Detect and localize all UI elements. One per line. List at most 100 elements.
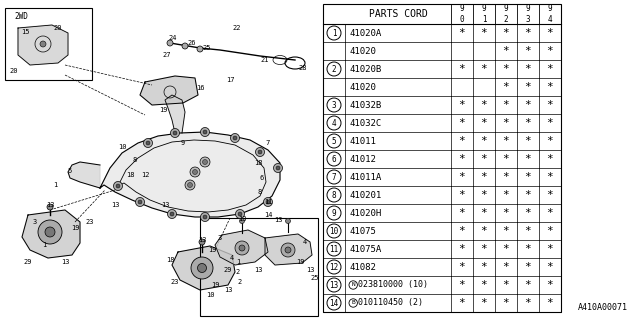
Text: 41020B: 41020B xyxy=(349,65,381,74)
Circle shape xyxy=(264,197,273,206)
Text: 20: 20 xyxy=(10,68,19,74)
Circle shape xyxy=(170,129,179,138)
Text: *: * xyxy=(502,136,509,146)
Text: 16: 16 xyxy=(196,85,204,91)
Circle shape xyxy=(281,243,295,257)
Circle shape xyxy=(285,247,291,253)
Text: 410201: 410201 xyxy=(349,190,381,199)
Text: 23: 23 xyxy=(86,219,94,225)
Text: *: * xyxy=(502,172,509,182)
Text: 13: 13 xyxy=(45,202,54,208)
Polygon shape xyxy=(140,76,198,105)
Text: *: * xyxy=(481,64,488,74)
Text: *: * xyxy=(525,46,531,56)
Text: 18: 18 xyxy=(125,172,134,178)
Text: 25: 25 xyxy=(311,275,319,281)
Text: 8: 8 xyxy=(133,157,137,163)
Text: 19: 19 xyxy=(159,107,167,113)
Text: 12: 12 xyxy=(141,172,149,178)
Text: *: * xyxy=(547,226,554,236)
Text: *: * xyxy=(502,226,509,236)
Text: *: * xyxy=(525,208,531,218)
Text: 9
1: 9 1 xyxy=(482,4,486,24)
Text: *: * xyxy=(481,118,488,128)
Text: *: * xyxy=(547,82,554,92)
Text: N: N xyxy=(351,283,355,287)
Text: 19: 19 xyxy=(296,259,304,265)
Text: 11: 11 xyxy=(330,244,339,253)
Text: *: * xyxy=(459,208,465,218)
Text: 41011: 41011 xyxy=(349,137,376,146)
Text: *: * xyxy=(525,82,531,92)
Text: *: * xyxy=(547,28,554,38)
Circle shape xyxy=(146,141,150,145)
Circle shape xyxy=(200,127,209,137)
Text: 7: 7 xyxy=(332,172,336,181)
Circle shape xyxy=(38,220,62,244)
Text: 41075: 41075 xyxy=(349,227,376,236)
Text: *: * xyxy=(481,28,488,38)
Text: *: * xyxy=(481,208,488,218)
Text: *: * xyxy=(547,244,554,254)
Text: *: * xyxy=(525,154,531,164)
Text: 11: 11 xyxy=(264,199,272,205)
Circle shape xyxy=(200,212,209,221)
Polygon shape xyxy=(165,95,185,133)
Text: 5: 5 xyxy=(332,137,336,146)
Text: 3: 3 xyxy=(332,100,336,109)
Polygon shape xyxy=(215,230,268,265)
Text: *: * xyxy=(525,190,531,200)
Text: 13: 13 xyxy=(224,287,232,293)
Text: *: * xyxy=(547,118,554,128)
Text: 24: 24 xyxy=(169,35,177,41)
Circle shape xyxy=(203,130,207,134)
Circle shape xyxy=(239,219,244,223)
Text: *: * xyxy=(502,118,509,128)
Text: 6: 6 xyxy=(260,175,264,181)
Circle shape xyxy=(258,150,262,154)
Circle shape xyxy=(188,182,193,188)
Text: *: * xyxy=(547,46,554,56)
Circle shape xyxy=(47,204,53,210)
Text: 41020A: 41020A xyxy=(349,28,381,37)
Text: *: * xyxy=(459,244,465,254)
Text: 26: 26 xyxy=(188,40,196,46)
Text: 13: 13 xyxy=(330,281,339,290)
Text: 41020H: 41020H xyxy=(349,209,381,218)
Text: 2WD: 2WD xyxy=(14,12,28,20)
Circle shape xyxy=(236,210,244,219)
Text: 2: 2 xyxy=(332,65,336,74)
Circle shape xyxy=(136,197,145,206)
Text: *: * xyxy=(481,244,488,254)
Text: 1: 1 xyxy=(42,242,46,248)
Text: 010110450 (2): 010110450 (2) xyxy=(358,299,424,308)
Circle shape xyxy=(197,46,203,52)
Circle shape xyxy=(45,227,55,237)
Text: 41032C: 41032C xyxy=(349,118,381,127)
Text: *: * xyxy=(502,280,509,290)
Text: *: * xyxy=(547,100,554,110)
Text: *: * xyxy=(459,100,465,110)
Circle shape xyxy=(40,41,46,47)
Text: *: * xyxy=(525,280,531,290)
Circle shape xyxy=(191,257,213,279)
Circle shape xyxy=(193,170,198,174)
Text: 41020: 41020 xyxy=(349,46,376,55)
Bar xyxy=(200,218,318,316)
Circle shape xyxy=(143,139,152,148)
Text: *: * xyxy=(459,226,465,236)
Circle shape xyxy=(202,159,207,164)
Text: *: * xyxy=(547,154,554,164)
Text: 21: 21 xyxy=(260,57,269,63)
Text: *: * xyxy=(459,64,465,74)
Circle shape xyxy=(235,241,249,255)
Circle shape xyxy=(203,215,207,219)
Text: 14: 14 xyxy=(264,212,272,218)
Polygon shape xyxy=(68,162,100,188)
Text: 9
0: 9 0 xyxy=(460,4,464,24)
Text: 10: 10 xyxy=(118,144,126,150)
Text: *: * xyxy=(525,28,531,38)
Text: 2: 2 xyxy=(238,279,242,285)
Polygon shape xyxy=(22,210,80,258)
Circle shape xyxy=(200,157,210,167)
